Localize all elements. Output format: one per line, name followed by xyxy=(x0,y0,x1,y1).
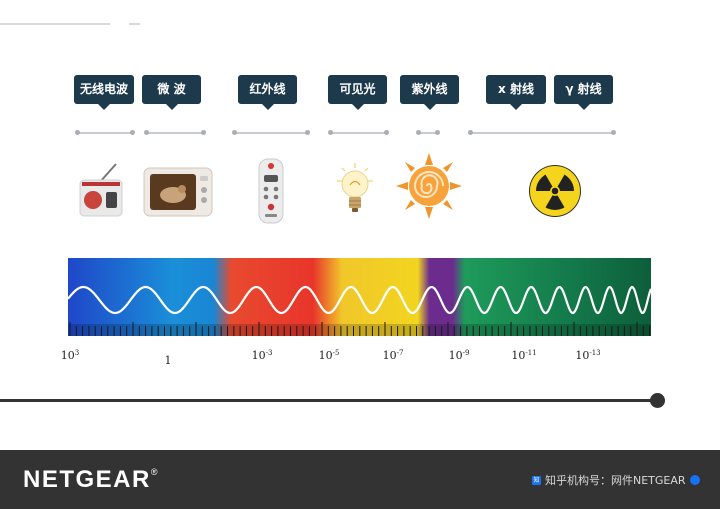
scale-ticks xyxy=(68,322,651,336)
radiation-icon xyxy=(529,165,581,217)
verified-badge-icon xyxy=(689,475,700,485)
scale-label-exponent: -3 xyxy=(265,349,273,357)
source-attribution: 知 知乎机构号：网件NETGEAR xyxy=(532,472,700,488)
scale-label-exponent: 3 xyxy=(74,349,80,357)
scale-label-base: 10 xyxy=(382,349,397,362)
scale-label: 1 xyxy=(165,354,172,367)
top-decorative-dash xyxy=(129,23,140,25)
tag-microwave: 微 波 xyxy=(142,75,201,110)
scale-label: 103 xyxy=(61,349,79,362)
zhihu-icon: 知 xyxy=(532,475,541,485)
footer-bar: NETGEAR® 知 知乎机构号：网件NETGEAR xyxy=(0,450,720,509)
tag-gamma-ray: γ 射线 xyxy=(554,75,613,110)
scale-label-base: 10 xyxy=(318,349,333,362)
netgear-logo: NETGEAR® xyxy=(23,466,159,494)
tag-x-ray: x 射线 xyxy=(486,75,546,110)
range-x-ray-gamma xyxy=(468,130,616,135)
scale-label-base: 10 xyxy=(448,349,463,362)
microwave-oven-icon xyxy=(143,167,213,217)
tag-infrared: 红外线 xyxy=(238,75,297,110)
tag-ultraviolet: 紫外线 xyxy=(400,75,459,110)
tag-visible-light: 可见光 xyxy=(328,75,387,110)
radio-icon xyxy=(79,163,123,217)
electromagnetic-wave-curve xyxy=(68,285,651,315)
scale-label: 10-11 xyxy=(511,349,536,362)
top-decorative-line xyxy=(0,23,110,25)
range-microwave xyxy=(144,130,206,135)
scale-label-exponent: -13 xyxy=(589,349,601,357)
electromagnetic-spectrum-bar xyxy=(68,258,651,336)
scale-label: 10-9 xyxy=(449,349,470,362)
scale-label-base: 10 xyxy=(251,349,266,362)
timeline-end-dot xyxy=(650,393,665,408)
tag-radio-waves: 无线电波 xyxy=(74,75,134,110)
scale-label-base: 10 xyxy=(575,349,590,362)
scale-label: 10-5 xyxy=(319,349,340,362)
range-infrared xyxy=(232,130,310,135)
scale-label-exponent: -7 xyxy=(396,349,404,357)
scale-label-base: 1 xyxy=(164,354,172,367)
range-ultraviolet xyxy=(416,130,440,135)
scale-label: 10-7 xyxy=(383,349,404,362)
scale-label-base: 10 xyxy=(60,349,75,362)
scale-label-base: 10 xyxy=(511,349,526,362)
scale-label-exponent: -5 xyxy=(332,349,340,357)
remote-control-icon xyxy=(258,158,284,224)
scale-label: 10-13 xyxy=(575,349,600,362)
timeline-line xyxy=(0,399,656,402)
scale-label-exponent: -9 xyxy=(462,349,470,357)
range-radio-waves xyxy=(75,130,135,135)
sun-icon xyxy=(396,153,462,219)
scale-label: 10-3 xyxy=(252,349,273,362)
registered-mark: ® xyxy=(150,467,159,477)
brand-name: NETGEAR xyxy=(23,466,151,493)
source-text: 知乎机构号：网件NETGEAR xyxy=(545,474,686,487)
range-visible-light xyxy=(328,130,389,135)
scale-label-exponent: -11 xyxy=(525,349,537,357)
light-bulb-icon xyxy=(337,163,373,212)
